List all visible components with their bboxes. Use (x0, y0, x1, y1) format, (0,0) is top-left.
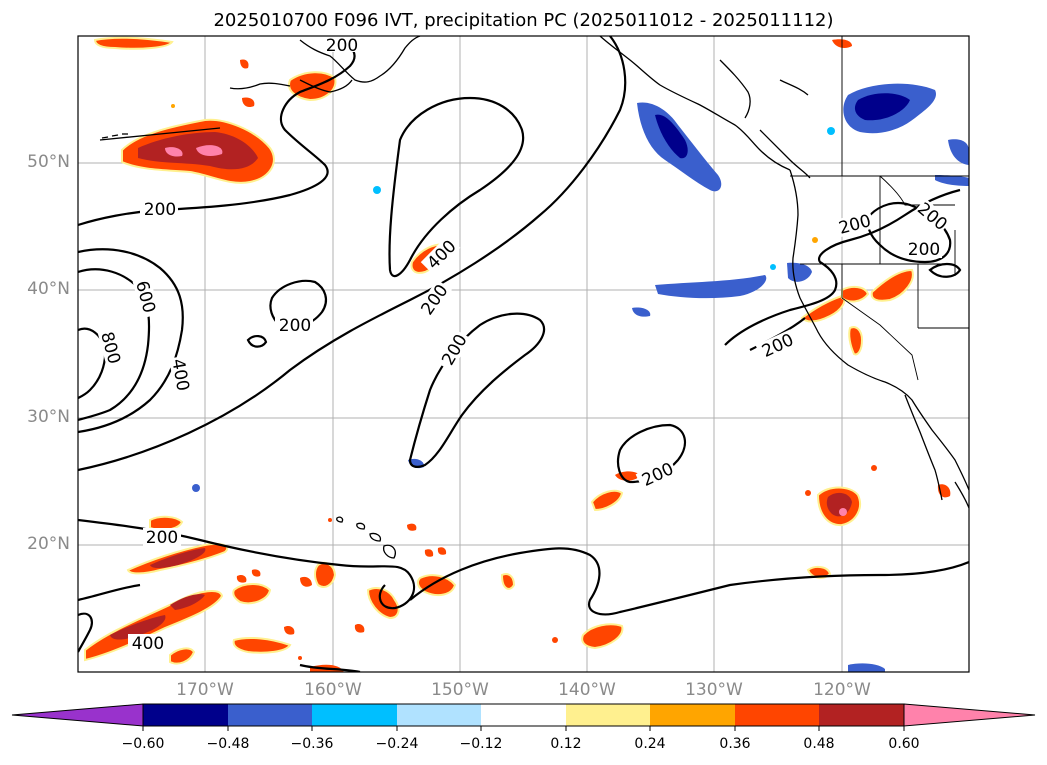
lon-tick-label: 130°W (685, 680, 743, 700)
colorbar-segment (228, 704, 312, 726)
svg-text:200: 200 (326, 36, 358, 56)
coastlines (99, 36, 969, 559)
colorbar-segment (566, 704, 650, 726)
lon-tick-label: 120°W (813, 680, 871, 700)
contour-label: 200 (275, 316, 313, 336)
svg-text:200: 200 (144, 200, 176, 220)
contour-label: 200 (143, 528, 181, 548)
colorbar-tick-label: −0.60 (121, 736, 165, 752)
colorbar-tick-label: 0.36 (719, 736, 751, 752)
colorbar (11, 703, 1036, 731)
svg-text:200: 200 (908, 240, 940, 260)
lon-tick-label: 160°W (304, 680, 362, 700)
contour-label: 200 (904, 240, 942, 260)
colorbar-tick-label: −0.48 (206, 736, 250, 752)
colorbar-segment (312, 704, 397, 726)
colorbar-tick-label: 0.24 (634, 736, 666, 752)
colorbar-segment (735, 704, 819, 726)
plot-title: 2025010700 F096 IVT, precipitation PC (2… (213, 10, 834, 31)
positive-precip-patches (84, 36, 951, 672)
lat-tick-label: 40°N (27, 279, 70, 299)
lon-tick-label: 140°W (558, 680, 616, 700)
lat-tick-label: 20°N (27, 534, 70, 554)
colorbar-tick-label: 0.60 (888, 736, 920, 752)
svg-text:400: 400 (132, 634, 164, 654)
colorbar-tick-label: −0.36 (290, 736, 334, 752)
map-border (77, 35, 970, 673)
contour-label: 200 (325, 36, 359, 56)
lat-tick-label: 50°N (27, 152, 70, 172)
colorbar-segment (819, 704, 904, 726)
lon-tick-label: 150°W (431, 680, 489, 700)
colorbar-segment (143, 704, 228, 726)
colorbar-tick-label: −0.24 (375, 736, 419, 752)
svg-text:200: 200 (279, 316, 311, 336)
colorbar-tick-label: 0.12 (550, 736, 582, 752)
lat-tick-label: 30°N (27, 407, 70, 427)
colorbar-segment (650, 704, 735, 726)
colorbar-extend-max (903, 703, 1036, 727)
contour-labels: 200 200 200 200 200 200 200 200 200 200 … (96, 36, 952, 654)
contour-label: 200 (140, 200, 178, 220)
colorbar-tick-label: −0.12 (459, 736, 503, 752)
svg-text:200: 200 (146, 528, 178, 548)
contour-label: 400 (128, 634, 166, 654)
colorbar-segment (481, 704, 566, 726)
colorbar-tick-label: 0.48 (803, 736, 835, 752)
colorbar-segment (397, 704, 481, 726)
political-borders (790, 36, 969, 381)
negative-precip-patches (192, 83, 969, 672)
colorbar-extend-min (11, 703, 144, 727)
ivt-contours (78, 36, 969, 672)
lon-tick-label: 170°W (176, 680, 234, 700)
